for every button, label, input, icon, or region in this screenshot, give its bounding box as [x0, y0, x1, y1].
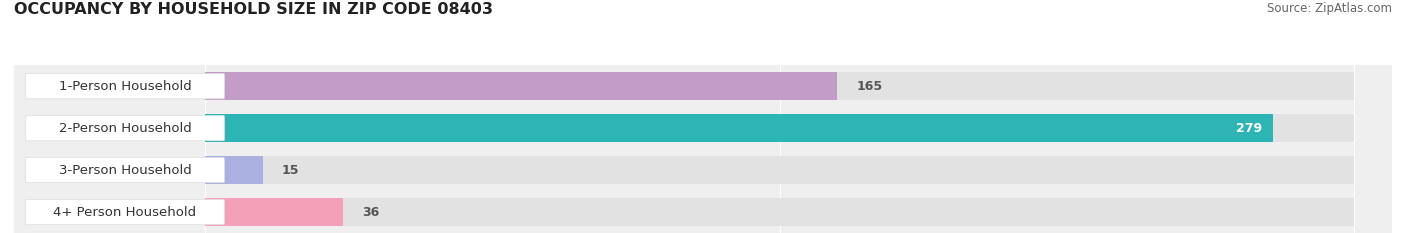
Text: 3-Person Household: 3-Person Household	[59, 164, 191, 177]
FancyBboxPatch shape	[25, 199, 225, 225]
Bar	[205, 156, 1354, 184]
Text: 165: 165	[856, 80, 882, 93]
Bar	[205, 114, 1354, 142]
Text: 1-Person Household: 1-Person Household	[59, 80, 191, 93]
FancyBboxPatch shape	[25, 158, 225, 183]
Bar	[205, 72, 1354, 100]
Text: 4+ Person Household: 4+ Person Household	[53, 206, 197, 219]
Bar	[205, 114, 1274, 142]
Text: OCCUPANCY BY HOUSEHOLD SIZE IN ZIP CODE 08403: OCCUPANCY BY HOUSEHOLD SIZE IN ZIP CODE …	[14, 2, 494, 17]
FancyBboxPatch shape	[25, 74, 225, 99]
Bar	[205, 156, 263, 184]
Text: 15: 15	[283, 164, 299, 177]
Text: 36: 36	[363, 206, 380, 219]
FancyBboxPatch shape	[25, 116, 225, 141]
Bar	[205, 72, 837, 100]
Text: 279: 279	[1236, 122, 1261, 135]
Text: Source: ZipAtlas.com: Source: ZipAtlas.com	[1267, 2, 1392, 15]
Bar	[205, 198, 1354, 226]
Text: 2-Person Household: 2-Person Household	[59, 122, 191, 135]
Bar	[205, 198, 343, 226]
